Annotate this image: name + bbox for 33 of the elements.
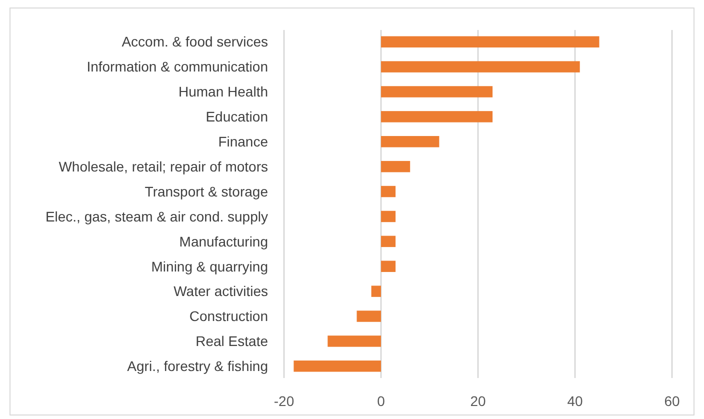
y-tick-label: Water activities (174, 283, 268, 300)
x-tick-label: 0 (377, 393, 386, 409)
y-tick-label: Agri., forestry & fishing (127, 358, 268, 374)
y-tick-label: Elec., gas, steam & air cond. supply (45, 208, 268, 224)
y-tick-label: Mining & quarrying (151, 258, 268, 274)
y-tick-label: Wholesale, retail; repair of motors (58, 158, 268, 174)
x-tick-label: 40 (567, 393, 583, 409)
x-tick-label: 20 (470, 393, 486, 409)
y-tick-label: Transport & storage (144, 183, 268, 200)
bar (381, 136, 440, 148)
y-tick-label: Education (206, 108, 268, 125)
bar (381, 160, 410, 172)
y-tick-label: Finance (218, 134, 268, 150)
bar (294, 360, 381, 372)
y-tick-label: Accom. & food services (122, 34, 268, 50)
x-tick-label: -20 (274, 393, 294, 409)
y-tick-label: Construction (189, 308, 268, 324)
bar (328, 336, 381, 347)
bar (381, 260, 396, 272)
y-tick-label: Real Estate (196, 333, 268, 350)
bar (381, 186, 396, 198)
bar (381, 236, 396, 248)
bar (356, 310, 381, 322)
bar (381, 111, 493, 122)
x-tick-label: 60 (664, 393, 680, 409)
y-tick-label: Information & communication (86, 58, 268, 75)
bar (381, 36, 600, 48)
bar (381, 210, 396, 222)
bar (371, 286, 381, 297)
y-tick-label: Human Health (178, 84, 268, 100)
bar (381, 61, 580, 72)
y-tick-label: Manufacturing (179, 233, 268, 250)
bar (381, 86, 493, 98)
